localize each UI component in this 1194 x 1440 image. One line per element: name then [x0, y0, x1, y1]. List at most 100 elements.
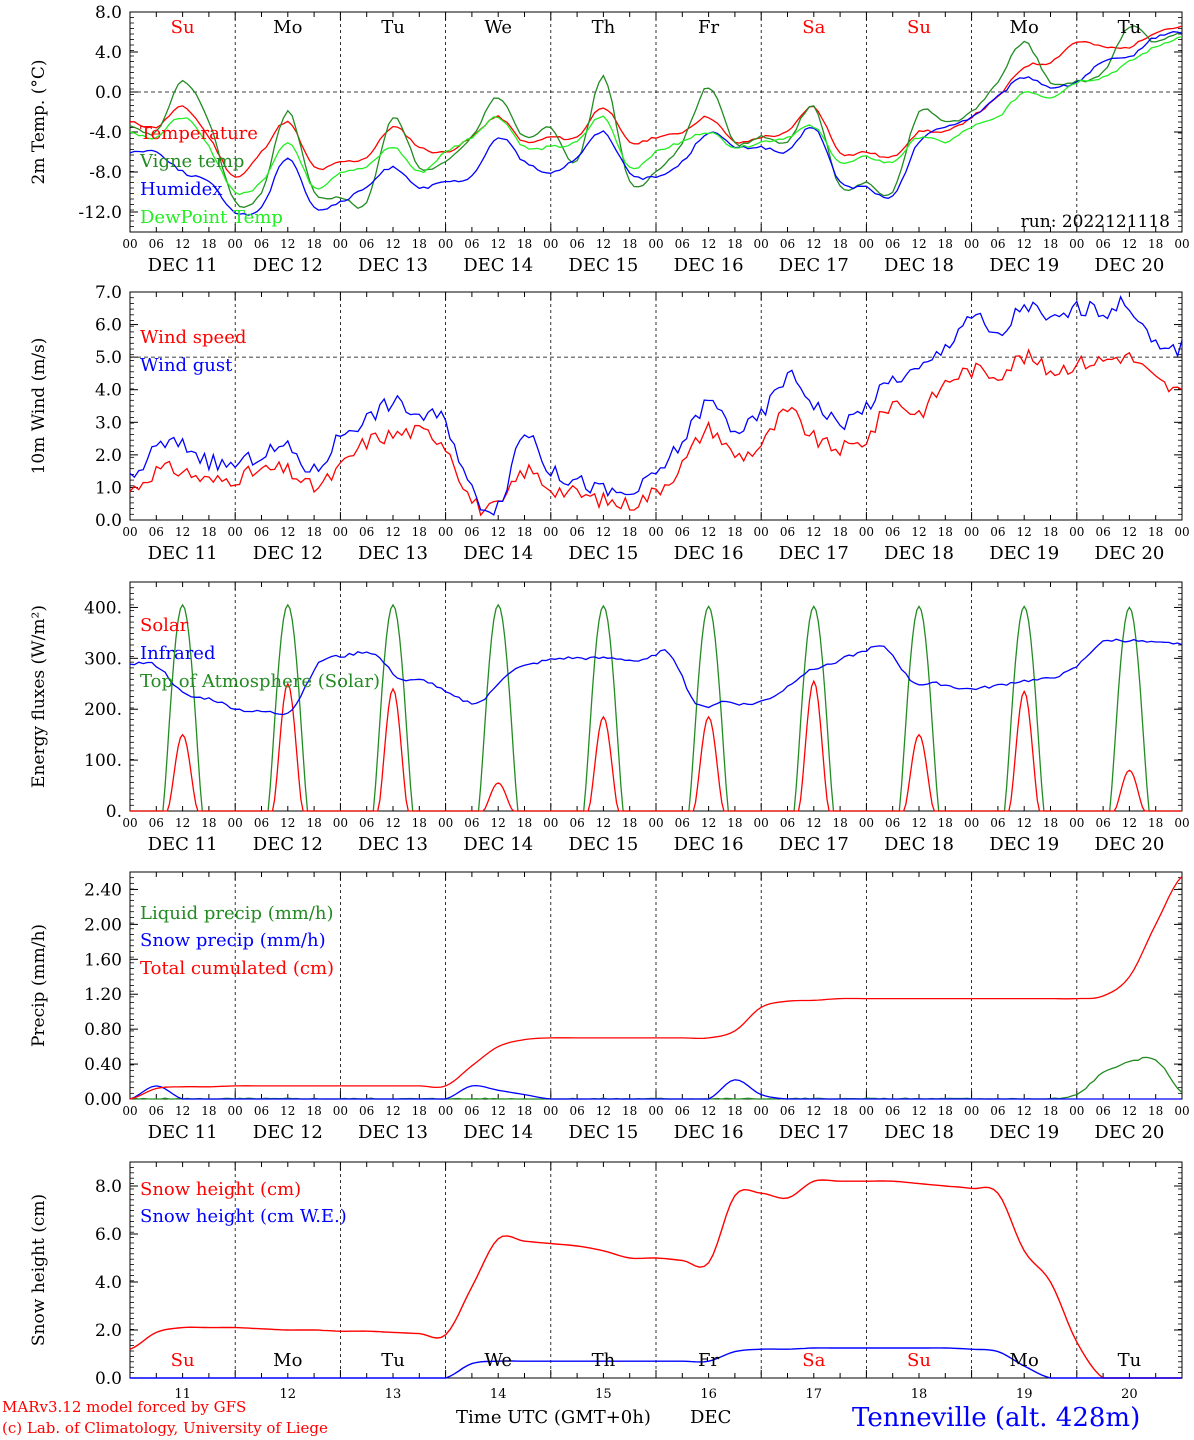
x-hour-label: 06	[675, 237, 690, 251]
legend-entry: Wind speed	[140, 327, 246, 348]
credit-line-1: MARv3.12 model forced by GFS	[2, 1398, 247, 1416]
x-date-label: DEC 12	[253, 255, 323, 276]
x-date-label: DEC 12	[253, 1122, 323, 1143]
weekday-label: We	[484, 1350, 512, 1371]
x-hour-label: 06	[1095, 816, 1110, 830]
x-hour-label: 06	[149, 237, 164, 251]
x-date-label: DEC 13	[358, 834, 428, 855]
y-tick-label: 5.0	[95, 348, 122, 368]
x-date-label: DEC 15	[568, 255, 638, 276]
x-hour-label: 00	[754, 525, 769, 539]
y-tick-label: 3.0	[95, 413, 122, 433]
x-hour-label: 18	[201, 1104, 216, 1118]
x-hour-label: 12	[1017, 1104, 1032, 1118]
temp-series-line	[129, 35, 1183, 196]
x-hour-label: 12	[491, 1104, 506, 1118]
legend-entry: Snow precip (mm/h)	[140, 930, 326, 951]
x-hour-label: 12	[175, 525, 190, 539]
precip-series-line	[129, 875, 1183, 1100]
y-tick-label: 300.	[84, 649, 122, 669]
x-hour-label: 12	[280, 1104, 295, 1118]
x-hour-label: 06	[149, 525, 164, 539]
x-hour-label: 18	[412, 1104, 427, 1118]
x-hour-label: 00	[859, 525, 874, 539]
y-tick-label: 7.0	[95, 283, 122, 303]
x-hour-label: 00	[228, 816, 243, 830]
x-hour-label: 06	[464, 525, 479, 539]
x-hour-label: 06	[780, 525, 795, 539]
x-hour-label: 12	[491, 237, 506, 251]
x-hour-label: 18	[622, 816, 637, 830]
temp-series-line	[129, 25, 1183, 178]
x-hour-label: 18	[306, 1104, 321, 1118]
x-hour-label: 00	[333, 816, 348, 830]
x-hour-label: 06	[569, 525, 584, 539]
weekday-label: Fr	[698, 1350, 719, 1371]
weekday-label: Tu	[381, 17, 405, 38]
wind-series-line	[129, 348, 1183, 517]
x-date-label: DEC 12	[253, 543, 323, 564]
legend-entry: DewPoint Temp	[140, 207, 283, 228]
weekday-label: Su	[907, 1350, 931, 1371]
x-date-label: DEC 13	[358, 255, 428, 276]
x-hour-label: 00	[438, 525, 453, 539]
y-tick-label: -8.0	[89, 163, 122, 183]
x-hour-label: 18	[517, 237, 532, 251]
x-hour-label: 06	[885, 816, 900, 830]
y-tick-label: 0.0	[95, 511, 122, 531]
x-date-label: DEC 19	[989, 543, 1059, 564]
y-tick-label: 100.	[84, 751, 122, 771]
weekday-label: Sa	[802, 17, 825, 38]
x-date-label: DEC 11	[148, 543, 218, 564]
y-tick-label: 2.0	[95, 1321, 122, 1341]
station-title: Tenneville (alt. 428m)	[852, 1403, 1141, 1433]
weekday-label: Mo	[273, 1350, 302, 1371]
x-hour-label: 18	[832, 1104, 847, 1118]
x-hour-label: 00	[543, 1104, 558, 1118]
x-hour-label: 12	[596, 525, 611, 539]
x-hour-label: 12	[701, 525, 716, 539]
x-hour-label: 00	[859, 816, 874, 830]
x-hour-label: 18	[201, 816, 216, 830]
y-axis-label: Energy fluxes (W/m²)	[29, 605, 49, 788]
x-hour-label: 06	[464, 237, 479, 251]
x-hour-label: 12	[491, 816, 506, 830]
x-hour-label: 06	[675, 1104, 690, 1118]
x-hour-label: 12	[1122, 1104, 1137, 1118]
y-tick-label: 0.0	[95, 83, 122, 103]
y-tick-label: 4.0	[95, 43, 122, 63]
x-hour-label: 06	[569, 237, 584, 251]
x-hour-label: 12	[385, 1104, 400, 1118]
x-hour-label: 12	[280, 816, 295, 830]
x-hour-label: 18	[727, 1104, 742, 1118]
x-hour-label: 12	[175, 237, 190, 251]
x-hour-label: 18	[622, 525, 637, 539]
y-axis-label: Snow height (cm)	[29, 1194, 49, 1346]
x-hour-label: 00	[754, 237, 769, 251]
x-date-label: DEC 16	[674, 834, 744, 855]
weekday-label: Tu	[381, 1350, 405, 1371]
weekday-label: Tu	[1118, 17, 1142, 38]
day-number-label: 13	[385, 1387, 402, 1402]
temp-series-line	[129, 25, 1183, 210]
x-hour-label: 06	[780, 816, 795, 830]
x-hour-label: 18	[517, 816, 532, 830]
x-hour-label: 06	[780, 1104, 795, 1118]
temp-series-line	[129, 31, 1183, 216]
x-hour-label: 00	[438, 1104, 453, 1118]
legend-entry: Total cumulated (cm)	[140, 958, 334, 979]
x-hour-label: 18	[412, 525, 427, 539]
x-hour-label: 18	[938, 525, 953, 539]
x-hour-label: 00	[1174, 816, 1189, 830]
legend-entry: Vigne temp	[139, 151, 244, 172]
y-tick-label: 4.0	[95, 1273, 122, 1293]
x-hour-label: 18	[1043, 1104, 1058, 1118]
x-hour-label: 00	[228, 1104, 243, 1118]
x-hour-label: 12	[385, 525, 400, 539]
legend-entry: Liquid precip (mm/h)	[140, 903, 334, 924]
y-tick-label: -12.0	[78, 203, 122, 223]
x-hour-label: 00	[1069, 237, 1084, 251]
x-date-label: DEC 20	[1094, 255, 1164, 276]
x-hour-label: 18	[727, 525, 742, 539]
y-tick-label: 1.0	[95, 478, 122, 498]
